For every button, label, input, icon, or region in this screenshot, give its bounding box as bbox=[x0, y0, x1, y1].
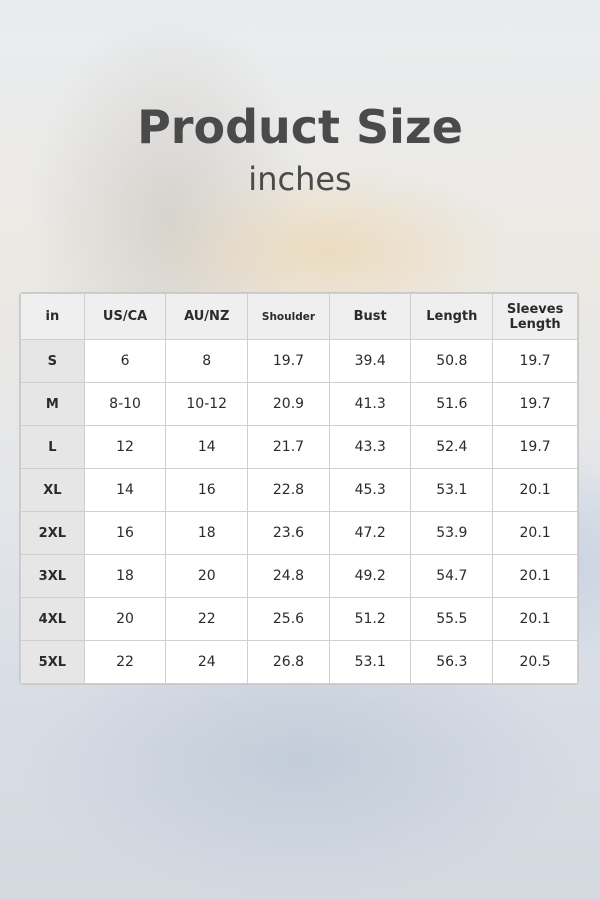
size-label: 3XL bbox=[20, 554, 85, 598]
size-label: 4XL bbox=[20, 597, 85, 641]
table-cell: 14 bbox=[83, 468, 167, 512]
table-cell: 20.1 bbox=[492, 597, 578, 641]
column-header: in bbox=[20, 293, 85, 340]
table-cell: 18 bbox=[165, 511, 249, 555]
size-label: L bbox=[20, 425, 85, 469]
table-cell: 41.3 bbox=[328, 382, 412, 426]
table-cell: 12 bbox=[83, 425, 167, 469]
table-cell: 8-10 bbox=[83, 382, 167, 426]
table-cell: 20 bbox=[83, 597, 167, 641]
table-cell: 20.5 bbox=[492, 640, 578, 684]
table-cell: 23.6 bbox=[247, 511, 330, 555]
size-label: XL bbox=[20, 468, 85, 512]
size-chart-table: in US/CA AU/NZ Shoulder Bust Length Sleeves Le… bbox=[20, 293, 578, 684]
table-row: L 12 14 21.7 43.3 52.4 19.7 bbox=[20, 425, 578, 469]
size-label: M bbox=[20, 382, 85, 426]
table-cell: 39.4 bbox=[328, 339, 412, 383]
table-cell: 14 bbox=[165, 425, 249, 469]
table-cell: 51.2 bbox=[328, 597, 412, 641]
table-cell: 16 bbox=[83, 511, 167, 555]
table-cell: 6 bbox=[83, 339, 167, 383]
table-cell: 20.1 bbox=[492, 511, 578, 555]
table-cell: 43.3 bbox=[328, 425, 412, 469]
table-cell: 51.6 bbox=[410, 382, 494, 426]
size-label: 2XL bbox=[20, 511, 85, 555]
size-label: S bbox=[20, 339, 85, 383]
table-cell: 22 bbox=[83, 640, 167, 684]
header-row: in US/CA AU/NZ Shoulder Bust Length Sleeves Le… bbox=[20, 293, 578, 340]
table-cell: 19.7 bbox=[492, 425, 578, 469]
table-row: M 8-10 10-12 20.9 41.3 51.6 19.7 bbox=[20, 382, 578, 426]
table-row: XL 14 16 22.8 45.3 53.1 20.1 bbox=[20, 468, 578, 512]
table-row: 4XL 20 22 25.6 51.2 55.5 20.1 bbox=[20, 597, 578, 641]
table-cell: 55.5 bbox=[410, 597, 494, 641]
table-row: 2XL 16 18 23.6 47.2 53.9 20.1 bbox=[20, 511, 578, 555]
table-cell: 20.1 bbox=[492, 554, 578, 598]
table-cell: 18 bbox=[83, 554, 167, 598]
table-cell: 53.1 bbox=[410, 468, 494, 512]
table-cell: 45.3 bbox=[328, 468, 412, 512]
table-cell: 50.8 bbox=[410, 339, 494, 383]
table-row: 5XL 22 24 26.8 53.1 56.3 20.5 bbox=[20, 640, 578, 684]
table-cell: 24 bbox=[165, 640, 249, 684]
column-header: US/CA bbox=[83, 293, 167, 340]
table-cell: 54.7 bbox=[410, 554, 494, 598]
column-header: AU/NZ bbox=[165, 293, 249, 340]
table-cell: 20.9 bbox=[247, 382, 330, 426]
table-cell: 52.4 bbox=[410, 425, 494, 469]
table-cell: 22.8 bbox=[247, 468, 330, 512]
column-header: Shoulder bbox=[247, 293, 330, 340]
table-cell: 19.7 bbox=[247, 339, 330, 383]
table-cell: 10-12 bbox=[165, 382, 249, 426]
table-row: S 6 8 19.7 39.4 50.8 19.7 bbox=[20, 339, 578, 383]
table-row: 3XL 18 20 24.8 49.2 54.7 20.1 bbox=[20, 554, 578, 598]
page-title: Product Size bbox=[137, 100, 463, 154]
table-cell: 20 bbox=[165, 554, 249, 598]
table-cell: 24.8 bbox=[247, 554, 330, 598]
table-cell: 8 bbox=[165, 339, 249, 383]
table-cell: 47.2 bbox=[328, 511, 412, 555]
column-header: Sleeves Length bbox=[492, 293, 578, 340]
table-cell: 19.7 bbox=[492, 382, 578, 426]
size-label: 5XL bbox=[20, 640, 85, 684]
table-cell: 22 bbox=[165, 597, 249, 641]
table-cell: 19.7 bbox=[492, 339, 578, 383]
column-header: Length bbox=[410, 293, 494, 340]
table-cell: 25.6 bbox=[247, 597, 330, 641]
table-cell: 56.3 bbox=[410, 640, 494, 684]
page-subtitle: inches bbox=[248, 160, 352, 198]
column-header: Bust bbox=[328, 293, 412, 340]
table-cell: 53.1 bbox=[328, 640, 412, 684]
table-cell: 16 bbox=[165, 468, 249, 512]
table-cell: 49.2 bbox=[328, 554, 412, 598]
table-cell: 21.7 bbox=[247, 425, 330, 469]
table-cell: 20.1 bbox=[492, 468, 578, 512]
table-cell: 26.8 bbox=[247, 640, 330, 684]
table-cell: 53.9 bbox=[410, 511, 494, 555]
